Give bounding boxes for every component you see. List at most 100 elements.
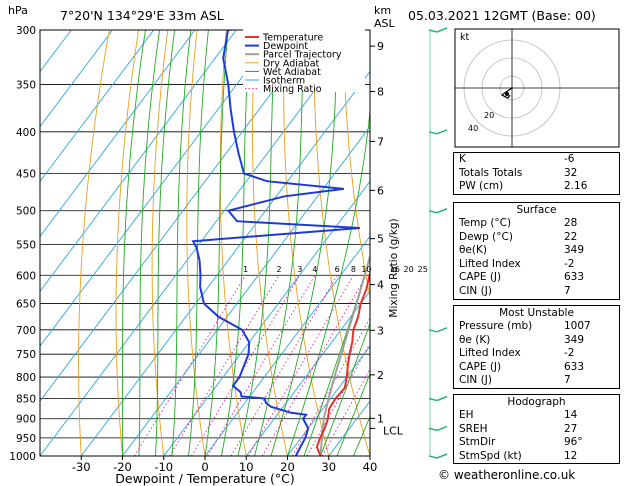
km-tick-label: 8 — [377, 86, 384, 99]
wind-barb-flag — [436, 129, 448, 135]
pressure-tick-label: 300 — [16, 25, 36, 37]
asl-unit-label: ASL — [374, 17, 396, 30]
surface-row: CAPE (J) 633 — [459, 271, 585, 284]
mixing-ratio-line — [230, 275, 338, 456]
wind-barb-shaft — [428, 397, 438, 402]
index-row-pw: PW (cm) 2.16 — [459, 180, 588, 193]
hodograph-storm-point — [505, 92, 509, 96]
indices-table: K -6 Totals Totals 32 PW (cm) 2.16 — [453, 152, 620, 195]
pressure-tick-label: 700 — [16, 325, 36, 337]
pressure-tick-label: 600 — [16, 270, 36, 282]
isotherm-line — [204, 235, 370, 456]
isotherm-line — [80, 70, 370, 456]
mixing-ratio-line — [207, 275, 316, 456]
most-unstable-row: Pressure (mb) 1007 — [459, 320, 591, 332]
wet-adiabat-line — [122, 30, 146, 456]
isotherm-line — [163, 180, 370, 456]
mixing-ratio-label: 25 — [418, 265, 428, 274]
credit-label: © weatheronline.co.uk — [438, 468, 576, 482]
mixing-ratio-label: 3 — [297, 265, 302, 274]
x-tick-label: -30 — [72, 460, 91, 474]
isotherm-line — [287, 345, 370, 456]
pressure-tick-label: 750 — [16, 349, 36, 361]
wind-barb-shaft — [428, 131, 438, 135]
surface-row: θe(K) 349 — [459, 244, 585, 257]
hodograph-ring-label: 20 — [484, 111, 494, 120]
mixing-ratio-line — [133, 275, 247, 456]
mixing-ratio-label: 1 — [243, 265, 248, 274]
wind-barb — [428, 27, 448, 33]
dry-adiabat-line — [219, 30, 247, 456]
legend-box — [243, 29, 365, 92]
mixing-ratio-line — [291, 317, 370, 456]
wet-adiabat-line — [336, 372, 370, 456]
wind-barb-shaft — [428, 29, 438, 33]
dewpoint-line — [191, 30, 360, 456]
wind-barb-shaft — [428, 210, 438, 214]
hodograph-row: EH 14 — [459, 409, 578, 421]
wind-barb-flag — [436, 425, 448, 432]
wind-barb — [428, 395, 448, 402]
wind-barb — [428, 425, 448, 432]
hodograph-table: Hodograph EH 14 SREH 27 StmDir 96° StmSpd (… — [453, 394, 620, 465]
wet-adiabat-line — [171, 30, 192, 456]
wet-adiabat-line — [237, 30, 276, 456]
mixing-ratio-label: 6 — [335, 265, 340, 274]
mixing-ratio-label: 4 — [312, 265, 317, 274]
wet-adiabat-line — [287, 107, 370, 456]
hodograph-row: StmDir 96° — [459, 436, 583, 449]
wind-barb-flag — [436, 208, 448, 214]
wet-adiabat-line — [320, 322, 370, 456]
legend-label: Temperature — [262, 33, 323, 44]
x-tick-label: -10 — [154, 460, 173, 474]
pressure-tick-label: 550 — [16, 239, 36, 251]
hpa-label: hPa — [8, 4, 28, 17]
hodograph-row: StmSpd (kt) 12 — [459, 449, 578, 462]
km-tick-label: 3 — [377, 324, 384, 337]
pressure-tick-label: 350 — [16, 80, 36, 92]
isotherm-line — [40, 30, 196, 238]
datetime-label: 05.03.2021 12GMT (Base: 00) — [408, 8, 596, 23]
index-row-totals: Totals Totals 32 — [459, 166, 578, 179]
km-unit-label: km — [374, 4, 391, 17]
mixing-ratio-line — [248, 275, 354, 456]
mixing-ratio-axis-title: Mixing Ratio (g/kg) — [388, 218, 400, 317]
legend-label: Dry Adiabat — [263, 58, 320, 69]
wind-barb — [428, 129, 448, 135]
x-tick-label: 10 — [239, 460, 254, 474]
dry-adiabat-line — [373, 30, 453, 456]
wind-barb-shaft — [428, 427, 438, 432]
x-tick-label: -20 — [113, 460, 132, 474]
pressure-tick-label: 650 — [16, 299, 36, 311]
km-tick-label: 1 — [377, 412, 384, 425]
legend-label: Isotherm — [263, 76, 305, 87]
wet-adiabat-line — [221, 30, 251, 456]
pressure-tick-label: 1000 — [9, 451, 36, 463]
dry-adiabat-line — [342, 30, 370, 299]
surface-row: Temp (°C) 28 — [459, 217, 578, 229]
dry-adiabat-line — [313, 30, 370, 456]
hodograph-row: SREH 27 — [459, 422, 578, 435]
x-tick-label: 30 — [321, 460, 336, 474]
wet-adiabat-line — [188, 30, 209, 456]
x-tick-label: 40 — [363, 460, 378, 474]
parcel-trajectory-line — [319, 252, 370, 456]
isotherm-line — [40, 30, 361, 456]
wet-adiabat-line — [155, 30, 176, 456]
mixing-ratio-label: 10 — [361, 265, 371, 274]
legend-label: Dewpoint — [263, 41, 308, 52]
hodograph-unit: kt — [460, 32, 470, 43]
surface-title: Surface — [516, 204, 557, 216]
mixing-ratio-label: 8 — [351, 265, 356, 274]
pressure-tick-label: 950 — [16, 433, 36, 445]
most-unstable-row: θe (K) 349 — [459, 333, 585, 346]
x-axis-title: Dewpoint / Temperature (°C) — [115, 471, 294, 486]
location-label: 7°20'N 134°29'E 33m ASL — [60, 8, 224, 23]
isotherm-line — [245, 290, 370, 456]
surface-row: Lifted Index -2 — [459, 257, 575, 270]
wet-adiabat-line — [254, 30, 305, 456]
mixing-ratio-label: 20 — [404, 265, 414, 274]
wind-barb — [428, 327, 448, 333]
x-tick-label: 0 — [201, 460, 208, 474]
